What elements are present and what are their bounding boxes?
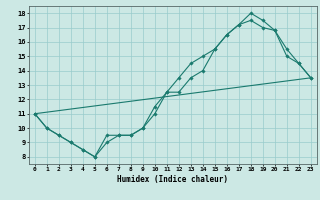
X-axis label: Humidex (Indice chaleur): Humidex (Indice chaleur)	[117, 175, 228, 184]
